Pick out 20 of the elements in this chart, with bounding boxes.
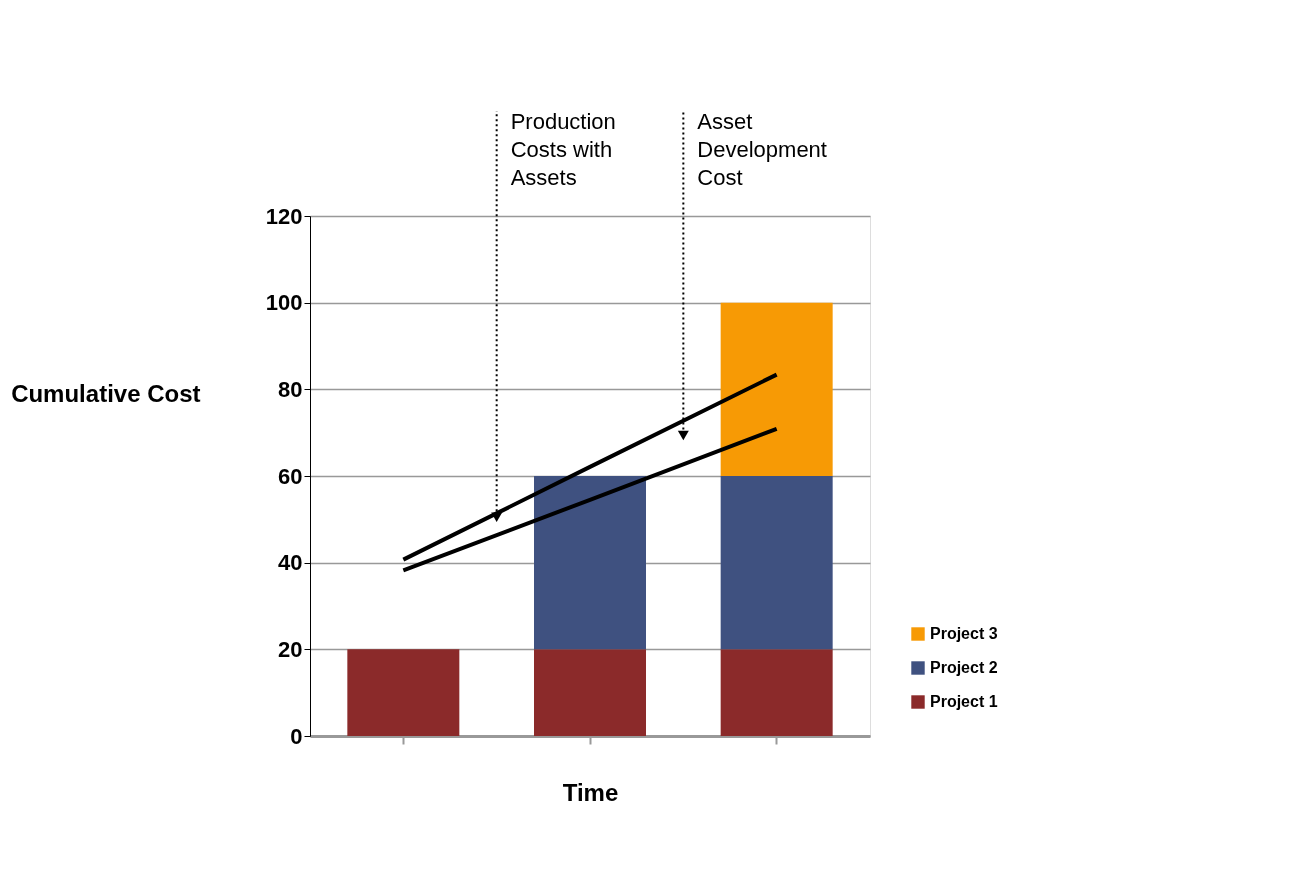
text: Production Costs with Assets <box>510 109 616 190</box>
y-tick-label: 40 <box>278 550 303 576</box>
bar <box>720 302 833 476</box>
legend-label: Project 3 <box>930 625 998 642</box>
y-tick-label: 80 <box>278 376 303 402</box>
y-tick-label: 0 <box>290 723 303 749</box>
y-tick-label: 60 <box>278 463 303 489</box>
y-axis-title: Cumulative Cost <box>11 379 201 407</box>
bar <box>534 649 646 736</box>
y-tick-label: 120 <box>265 203 303 229</box>
x-axis-title: Time <box>562 778 619 806</box>
y-tick-label: 100 <box>265 290 303 316</box>
legend-label: Project 2 <box>930 659 998 676</box>
legend-label: Project 1 <box>930 693 998 710</box>
text: Asset Development Cost <box>697 109 827 190</box>
bar <box>534 476 646 650</box>
bar <box>720 476 833 650</box>
y-tick-label: 20 <box>278 636 303 662</box>
bar <box>720 649 833 736</box>
bar <box>347 649 460 736</box>
